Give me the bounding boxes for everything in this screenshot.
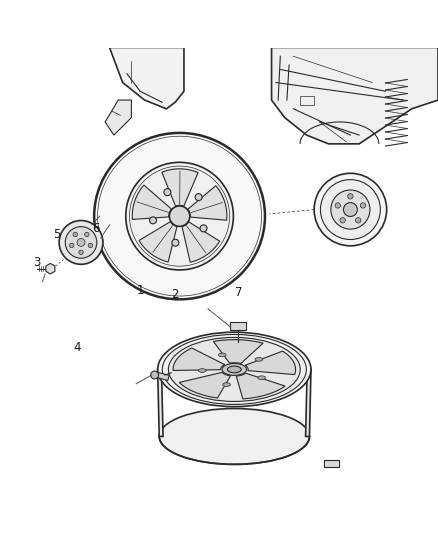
- Ellipse shape: [223, 383, 230, 386]
- Bar: [157, 373, 169, 381]
- Text: 1: 1: [136, 284, 144, 297]
- Circle shape: [79, 250, 83, 254]
- Polygon shape: [158, 369, 163, 437]
- Circle shape: [88, 243, 92, 248]
- Polygon shape: [182, 222, 220, 262]
- Text: 6: 6: [92, 222, 100, 235]
- Circle shape: [348, 193, 353, 199]
- Ellipse shape: [219, 353, 226, 357]
- Circle shape: [172, 239, 179, 246]
- Ellipse shape: [159, 408, 309, 464]
- Circle shape: [59, 221, 103, 264]
- Circle shape: [343, 203, 357, 216]
- Ellipse shape: [168, 337, 300, 401]
- Polygon shape: [132, 185, 171, 220]
- Polygon shape: [245, 351, 296, 375]
- Circle shape: [170, 206, 190, 227]
- Polygon shape: [105, 100, 131, 135]
- Circle shape: [149, 217, 156, 224]
- Ellipse shape: [222, 364, 247, 375]
- Bar: [324, 460, 339, 467]
- Text: 3: 3: [34, 256, 41, 269]
- Circle shape: [164, 189, 171, 196]
- Ellipse shape: [94, 133, 265, 300]
- Circle shape: [200, 225, 207, 232]
- Ellipse shape: [227, 366, 241, 373]
- Bar: [300, 96, 314, 106]
- Ellipse shape: [255, 358, 263, 361]
- Circle shape: [65, 227, 97, 258]
- Bar: [230, 322, 247, 330]
- Polygon shape: [110, 47, 184, 109]
- Circle shape: [360, 203, 366, 208]
- Polygon shape: [173, 348, 225, 370]
- Circle shape: [314, 173, 387, 246]
- Circle shape: [151, 371, 159, 379]
- Circle shape: [85, 232, 89, 237]
- Ellipse shape: [158, 332, 311, 407]
- Polygon shape: [188, 185, 227, 220]
- Circle shape: [331, 190, 370, 229]
- Text: 7: 7: [235, 286, 243, 300]
- Text: 4: 4: [73, 341, 81, 354]
- Polygon shape: [272, 47, 438, 144]
- Ellipse shape: [126, 163, 233, 270]
- Circle shape: [335, 203, 340, 208]
- Circle shape: [70, 243, 74, 248]
- Text: 2: 2: [171, 288, 179, 302]
- Circle shape: [77, 238, 85, 246]
- Polygon shape: [236, 373, 285, 399]
- Polygon shape: [139, 222, 177, 262]
- Circle shape: [356, 217, 361, 223]
- Polygon shape: [179, 373, 230, 398]
- Text: 5: 5: [53, 229, 60, 241]
- Ellipse shape: [162, 334, 306, 405]
- Ellipse shape: [198, 369, 206, 373]
- Polygon shape: [306, 369, 311, 437]
- Circle shape: [321, 180, 380, 239]
- Circle shape: [73, 232, 78, 237]
- Circle shape: [195, 193, 202, 200]
- Polygon shape: [162, 169, 198, 206]
- Polygon shape: [213, 340, 263, 364]
- Ellipse shape: [258, 376, 265, 379]
- Circle shape: [340, 217, 345, 223]
